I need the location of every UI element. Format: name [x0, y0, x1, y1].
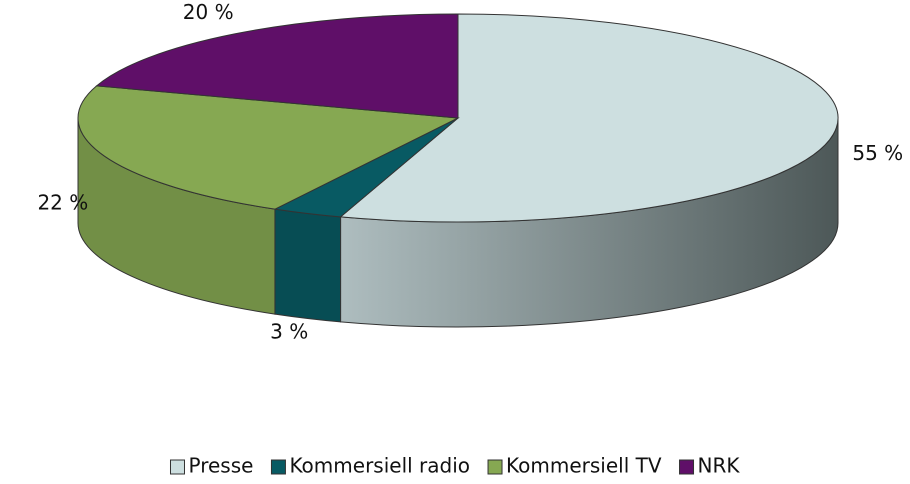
- legend-label: Presse: [188, 454, 253, 478]
- legend-swatch: [169, 459, 185, 475]
- legend-swatch: [487, 459, 503, 475]
- slice-side: [274, 208, 342, 323]
- data-label: 22 %: [37, 191, 88, 215]
- data-label: 55 %: [852, 141, 903, 165]
- legend-label: NRK: [698, 454, 741, 478]
- slice: [95, 13, 459, 119]
- data-label: 3 %: [270, 319, 308, 343]
- legend-swatch: [270, 459, 286, 475]
- legend-label: Kommersiell radio: [289, 454, 470, 478]
- legend-label: Kommersiell TV: [506, 454, 662, 478]
- data-label: 20 %: [183, 0, 234, 24]
- slice: [77, 85, 460, 210]
- slice: [339, 13, 839, 223]
- legend-swatch: [679, 459, 695, 475]
